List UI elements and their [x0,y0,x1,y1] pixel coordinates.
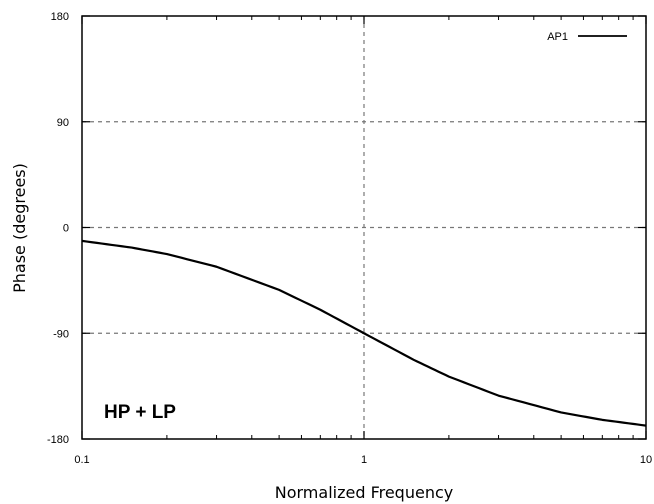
legend-label-ap1: AP1 [547,31,568,43]
circuit-annotation: HP + LP [104,402,176,423]
x-tick-label: 0.1 [74,454,89,466]
y-tick-label: 90 [57,117,69,129]
tick-labels: 180 90 0 -90 -180 0.1 1 10 [47,11,652,466]
y-tick-label: -90 [53,328,69,340]
x-tick-label: 10 [640,454,652,466]
x-axis-title: Normalized Frequency [275,483,453,502]
grid-lines [82,16,646,439]
y-tick-label: 180 [51,11,69,23]
tick-marks [81,15,647,440]
legend: AP1 [547,31,627,43]
y-axis-title: Phase (degrees) [10,163,29,293]
series-line-ap1 [81,239,647,427]
x-tick-label: 1 [361,454,367,466]
series-layer [81,239,647,427]
y-tick-label: 0 [63,223,69,235]
y-tick-label: -180 [47,434,69,446]
